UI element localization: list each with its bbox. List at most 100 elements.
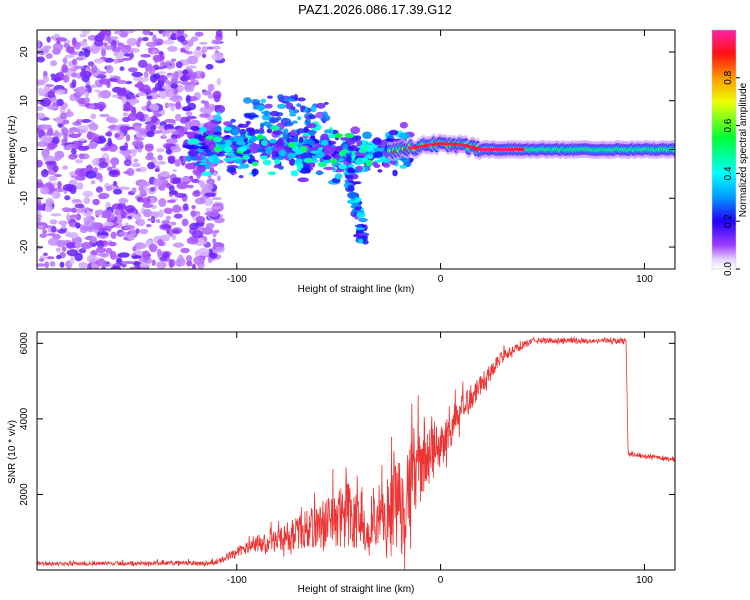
spectrogram-cell bbox=[212, 45, 221, 50]
spectrogram-cell bbox=[295, 158, 303, 164]
spectrogram-cell bbox=[268, 116, 277, 124]
spectrogram-cell bbox=[187, 39, 194, 47]
spectrogram-cell bbox=[250, 135, 257, 142]
spectrogram-cell bbox=[131, 187, 137, 194]
spectrogram-cell bbox=[173, 213, 183, 219]
spectrogram-cell bbox=[93, 58, 105, 64]
spectrogram-cell bbox=[354, 135, 362, 141]
spectrogram-cell bbox=[124, 205, 136, 213]
spectrogram-cell bbox=[42, 45, 52, 49]
spectrogram-cell bbox=[158, 160, 166, 165]
spectrogram-cell bbox=[330, 158, 338, 164]
spectrogram-cell bbox=[186, 260, 193, 267]
spectrogram-cell bbox=[59, 71, 64, 78]
spectrogram-cell bbox=[185, 111, 193, 116]
spectrogram-cell bbox=[321, 139, 329, 146]
spectrogram-cell bbox=[89, 104, 95, 110]
spectrogram-cell bbox=[382, 163, 391, 168]
spectrogram-cell bbox=[161, 220, 171, 225]
spectrogram-cell bbox=[137, 147, 143, 153]
spectrogram-cell bbox=[90, 236, 98, 244]
spectrogram-cell bbox=[216, 78, 222, 86]
spectrogram-cell bbox=[273, 130, 283, 136]
spectrogram-cell bbox=[58, 220, 68, 226]
spectrogram-cell bbox=[72, 58, 77, 65]
spectrogram-cell bbox=[56, 254, 62, 260]
spectrogram-cell bbox=[54, 155, 59, 162]
spectrogram-cell bbox=[107, 137, 112, 147]
spectrogram-cell bbox=[347, 145, 354, 151]
spectrogram-cell bbox=[130, 97, 137, 106]
spectrogram-cell bbox=[162, 84, 172, 90]
spectrogram-ylabel: Frequency (Hz) bbox=[7, 116, 18, 185]
spectrogram-cell bbox=[145, 41, 158, 48]
spectrogram-cell bbox=[216, 111, 221, 117]
spectrogram-cell bbox=[214, 115, 223, 122]
spectrogram-cell bbox=[97, 253, 109, 257]
spectrogram-cell bbox=[206, 178, 215, 185]
spectrogram-cell bbox=[99, 263, 110, 267]
spectrogram-cell bbox=[56, 98, 64, 107]
spectrogram-cell bbox=[96, 235, 109, 239]
spectrogram-cell bbox=[92, 198, 100, 206]
spectrogram-cell bbox=[129, 48, 140, 53]
spectrogram-cell bbox=[204, 192, 216, 198]
spectrogram-cell bbox=[45, 198, 54, 206]
spectrogram-cell bbox=[66, 249, 79, 257]
spectrogram-cell bbox=[398, 132, 410, 140]
spectrogram-cell bbox=[151, 49, 158, 55]
spectrogram-cell bbox=[64, 231, 71, 236]
spectrogram-cell bbox=[152, 34, 157, 43]
spectrogram-cell bbox=[131, 149, 137, 157]
spectrogram-cell bbox=[62, 57, 68, 64]
spectrogram-ytick-label: -10 bbox=[19, 191, 30, 206]
spectrogram-cell bbox=[310, 147, 319, 151]
spectrogram-cell bbox=[263, 110, 270, 117]
spectrogram-cell bbox=[346, 155, 352, 163]
spectrogram-cell bbox=[185, 155, 192, 162]
spectrogram-cell bbox=[37, 159, 43, 168]
spectrogram-cell bbox=[342, 144, 349, 151]
spectrogram-cell bbox=[216, 175, 221, 182]
spectrogram-cell bbox=[291, 120, 298, 124]
spectrogram-cell bbox=[50, 136, 60, 145]
spectrogram-cell bbox=[269, 138, 277, 144]
spectrogram-cell bbox=[254, 128, 259, 134]
spectrogram-cell bbox=[347, 191, 357, 199]
spectrogram-cell bbox=[182, 107, 192, 112]
spectrogram-xlabel: Height of straight line (km) bbox=[298, 284, 415, 295]
spectrogram-cell bbox=[107, 117, 119, 124]
spectrogram-cell bbox=[245, 120, 251, 125]
spectrogram-cell bbox=[259, 122, 265, 129]
spectrogram-cell bbox=[284, 97, 292, 103]
spectrogram-cell bbox=[207, 156, 215, 162]
spectrogram-cell bbox=[265, 146, 273, 155]
spectrogram-cell bbox=[373, 163, 381, 168]
spectrogram-cell bbox=[122, 116, 131, 123]
spectrogram-cell bbox=[145, 224, 152, 228]
spectrogram-cell bbox=[73, 65, 85, 70]
spectrogram-cell bbox=[106, 217, 113, 224]
colorbar-label: Normalized spectral amplitude bbox=[738, 82, 749, 217]
spectrogram-cell bbox=[83, 197, 91, 205]
spectrogram-cell bbox=[273, 164, 280, 169]
spectrogram-cell bbox=[117, 186, 128, 190]
spectrogram-cell bbox=[323, 129, 332, 134]
spectrogram-cell bbox=[71, 79, 77, 88]
spectrogram-cell bbox=[315, 171, 324, 175]
spectrogram-cell bbox=[172, 242, 184, 248]
spectrogram-cell bbox=[186, 255, 192, 263]
spectrogram-cell bbox=[188, 145, 200, 150]
spectrogram-cell bbox=[298, 136, 304, 144]
spectrogram-cell bbox=[184, 162, 197, 170]
spectrogram-cell bbox=[92, 136, 100, 143]
spectrogram-cell bbox=[172, 169, 177, 172]
spectrogram-cell bbox=[102, 209, 112, 219]
spectrogram-cell bbox=[77, 125, 89, 134]
spectrogram-cell bbox=[131, 122, 142, 132]
spectrogram-cell bbox=[133, 137, 145, 141]
spectrogram-cell bbox=[100, 147, 109, 152]
spectrogram-cell bbox=[196, 46, 201, 51]
spectrogram-cell bbox=[168, 259, 175, 268]
spectrogram-cell bbox=[37, 40, 41, 49]
